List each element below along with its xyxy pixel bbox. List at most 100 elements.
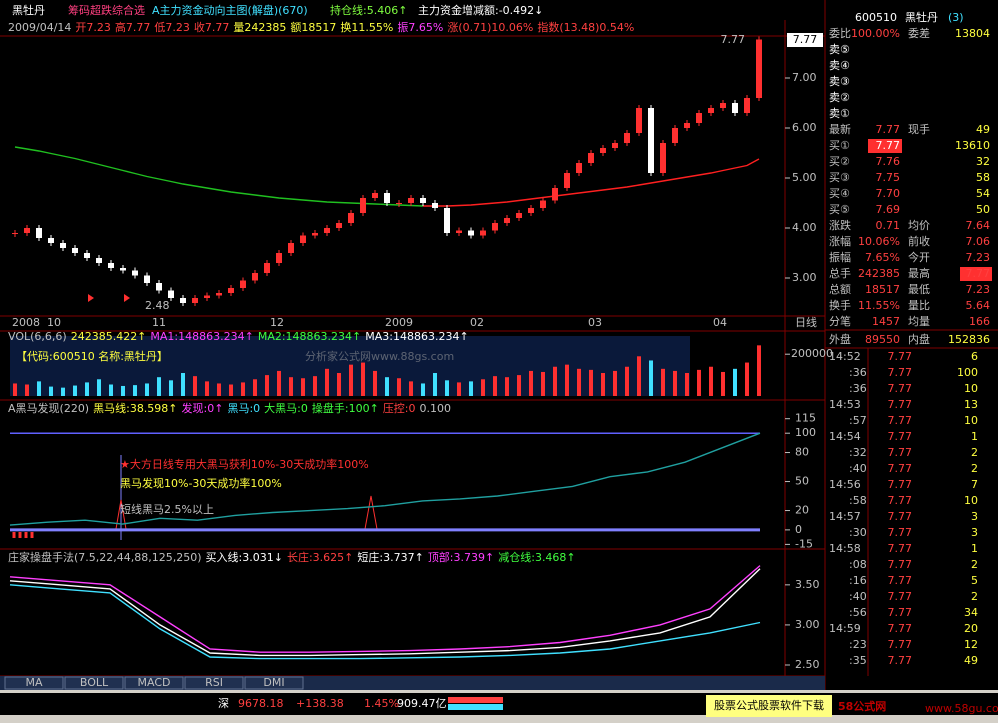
zhuangjia-header: 顶部:3.739↑	[428, 550, 494, 564]
tick-price: 7.77	[888, 574, 913, 587]
tick-price: 7.77	[888, 494, 913, 507]
zhuangjia-header: 庄家操盘手法(7.5,22,44,88,125,250)	[8, 550, 202, 564]
quote-label: 委比	[829, 27, 851, 40]
volume-bar	[721, 371, 725, 396]
tick-price: 7.77	[888, 350, 913, 363]
volume-bar	[265, 375, 269, 396]
quote-label: 均价	[908, 219, 930, 232]
volume-bar	[673, 370, 677, 396]
tick-time: 14:58	[829, 542, 861, 555]
volume-bar	[481, 379, 485, 396]
y-tick-label: 115	[795, 412, 816, 425]
tick-volume: 34	[964, 606, 978, 619]
volume-bar	[685, 373, 689, 396]
info-item: 收7.77	[194, 20, 230, 34]
x-label: 2008	[12, 316, 40, 329]
candle	[396, 203, 402, 204]
quote-label: 最低	[908, 283, 930, 296]
tab[interactable]	[4, 676, 64, 690]
candle	[336, 223, 342, 228]
quote-value: 7.23	[966, 251, 991, 264]
tick-volume: 2	[971, 462, 978, 475]
x-label: 2009	[385, 316, 413, 329]
y-tick-label: 50	[795, 475, 809, 488]
volume-bar	[61, 387, 65, 396]
tab-label: MA	[25, 676, 42, 689]
tick-time: 14:53	[829, 398, 861, 411]
volume-bar	[757, 345, 761, 396]
candle	[312, 233, 318, 236]
info-item: 2009/04/14	[8, 21, 71, 34]
volume-bar	[121, 385, 125, 396]
volume-bar	[409, 381, 413, 396]
status-item: +138.38	[296, 697, 344, 710]
quote-value: 49	[976, 123, 990, 136]
candle	[240, 280, 246, 288]
candle	[528, 208, 534, 213]
volume-bar	[133, 385, 137, 396]
last-price-box	[787, 33, 823, 47]
y-tick-label: 3.00	[792, 271, 817, 284]
volume-bar	[13, 383, 17, 396]
signal-bars	[12, 532, 34, 538]
volume-header: 242385.422↑	[71, 330, 147, 343]
status-item: 909.47亿	[397, 697, 447, 710]
title-bar	[0, 0, 785, 20]
info-item: 量242385	[233, 21, 286, 34]
candle	[168, 290, 174, 298]
tick-time: :40	[849, 462, 867, 475]
info-item: 振7.65%	[397, 20, 443, 34]
quote-label: 卖③	[829, 75, 850, 88]
candle	[756, 39, 762, 98]
y-tick-label: 3.50	[795, 578, 820, 591]
tick-volume: 13	[964, 398, 978, 411]
quote-value: 7.77	[876, 139, 901, 152]
status-item: 9678.18	[238, 697, 284, 710]
y-tick-label: 80	[795, 446, 809, 459]
tick-price: 7.77	[888, 606, 913, 619]
tick-volume: 20	[964, 622, 978, 635]
tab[interactable]	[124, 676, 184, 690]
quote-value: 18517	[865, 283, 900, 296]
candle	[744, 98, 750, 113]
tick-time: 14:54	[829, 430, 861, 443]
quote-value: 152836	[948, 333, 990, 346]
heima-header: 压控:0	[383, 401, 416, 415]
tick-time: 14:56	[829, 478, 861, 491]
candle	[204, 295, 210, 298]
volume-bar	[277, 370, 281, 396]
quote-label: 总额	[829, 282, 851, 296]
heima-header: 操盘手:100↑	[312, 401, 379, 415]
quote-value: 7.06	[966, 235, 991, 248]
tick-time: :23	[849, 638, 867, 651]
tick-volume: 10	[964, 382, 978, 395]
candle	[324, 228, 330, 233]
candle	[132, 270, 138, 276]
volume-bar	[49, 386, 53, 396]
x-label: 12	[270, 316, 284, 329]
tab[interactable]	[184, 676, 244, 690]
tab[interactable]	[244, 676, 304, 690]
info-item: 额18517	[290, 21, 336, 34]
volume-bar	[25, 384, 29, 396]
volume-bar	[361, 362, 365, 396]
tab[interactable]	[64, 676, 124, 690]
quote-label: 分笔	[829, 314, 851, 328]
tick-time: :16	[849, 574, 867, 587]
candle	[504, 218, 510, 223]
y-tick-label: 5.00	[792, 171, 817, 184]
y-tick-label: 3.00	[795, 618, 820, 631]
zhuangjia-line	[9, 565, 761, 653]
tick-price: 7.77	[888, 590, 913, 603]
quote-label: 买②	[829, 155, 850, 168]
quote-volume: 58	[976, 171, 990, 184]
candle	[492, 223, 498, 231]
quote-label: 最高	[908, 266, 930, 280]
tick-time: :32	[849, 446, 867, 459]
quote-label: 委差	[908, 26, 930, 40]
candle	[36, 228, 42, 238]
volume-bar	[589, 369, 593, 396]
x-label: 日线	[795, 315, 817, 329]
candle	[216, 293, 222, 296]
stock-code: 600510	[855, 11, 897, 24]
